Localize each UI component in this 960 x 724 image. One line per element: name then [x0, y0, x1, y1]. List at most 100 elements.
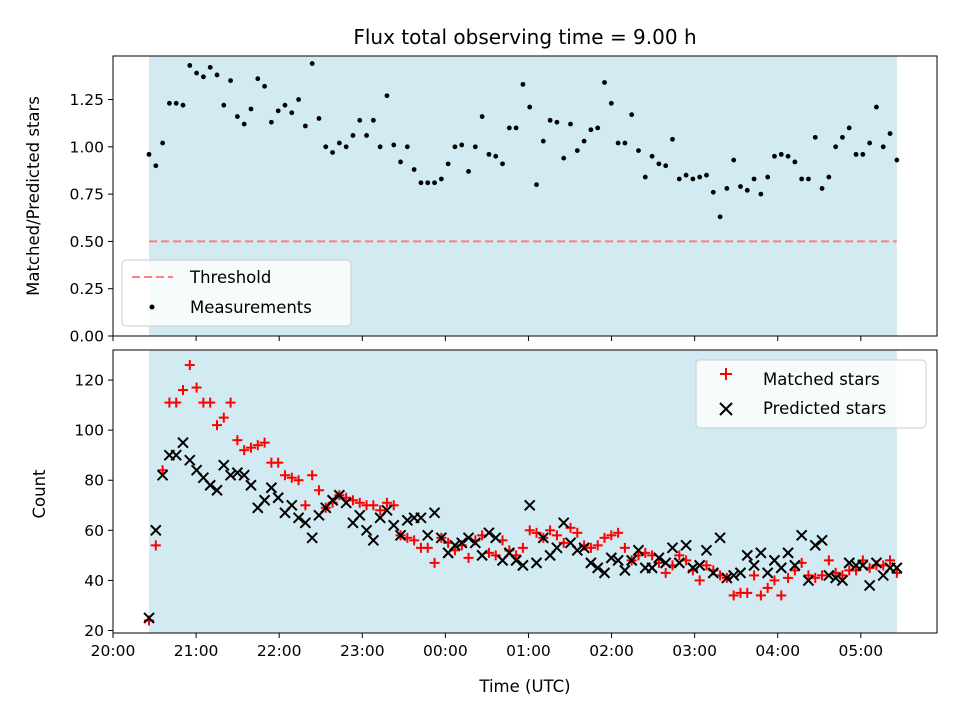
- predicted-star-marker: [816, 534, 828, 547]
- matched-star-marker: [545, 525, 556, 536]
- matched-star-marker: [252, 440, 263, 451]
- x-axis-label: Time (UTC): [478, 677, 570, 696]
- matched-star-marker: [674, 550, 685, 561]
- measurement-point: [520, 81, 526, 87]
- matched-star-marker: [789, 565, 800, 576]
- y-tick-label: 0.75: [69, 186, 104, 204]
- x-tick-label: 01:00: [506, 642, 551, 660]
- measurement-point: [540, 138, 546, 144]
- measurement-point: [595, 125, 601, 131]
- measurement-point: [513, 125, 519, 131]
- predicted-star-marker: [415, 512, 427, 524]
- measurement-point: [194, 70, 199, 76]
- predicted-star-marker: [571, 544, 584, 557]
- predicted-star-marker: [354, 509, 366, 521]
- predicted-star-marker: [734, 567, 747, 579]
- matched-star-marker: [762, 582, 773, 593]
- measurement-point: [370, 117, 376, 123]
- measurement-point: [534, 182, 539, 188]
- predicted-star-marker: [367, 534, 380, 547]
- x-tick-label: 02:00: [589, 642, 634, 660]
- measurement-point: [255, 76, 261, 82]
- matched-star-marker: [388, 500, 399, 511]
- measurement-point: [506, 125, 512, 131]
- measurement-point: [180, 102, 186, 108]
- matched-star-marker: [273, 457, 284, 468]
- y-tick-label: 20: [84, 622, 104, 640]
- measurement-point: [758, 191, 764, 197]
- matched-star-marker: [558, 537, 569, 548]
- matched-star-marker: [429, 557, 440, 568]
- matched-star-marker: [606, 530, 617, 541]
- measurement-point: [234, 114, 240, 119]
- predicted-star-marker: [258, 494, 271, 506]
- matched-star-marker: [490, 550, 501, 561]
- predicted-star-marker: [891, 562, 903, 574]
- x-tick-label: 03:00: [672, 642, 717, 660]
- predicted-star-marker: [510, 554, 522, 567]
- ratio-legend-box: [121, 259, 352, 327]
- measurement-point: [527, 104, 533, 110]
- predicted-star-marker: [422, 529, 434, 542]
- measurement-point: [432, 180, 437, 186]
- measurement-point: [500, 161, 505, 167]
- measurement-point: [710, 189, 716, 195]
- measurement-point: [384, 93, 390, 99]
- measurement-point: [268, 119, 274, 125]
- measurement-point: [153, 163, 159, 169]
- matched-star-marker: [742, 587, 753, 598]
- y-tick-label: 40: [84, 572, 104, 590]
- predicted-star-marker: [490, 532, 502, 544]
- predicted-star-marker: [401, 514, 414, 527]
- predicted-star-marker: [143, 612, 155, 624]
- matched-star-marker: [245, 442, 256, 453]
- measurement-point: [806, 176, 811, 182]
- measurement-point: [602, 80, 607, 85]
- measurement-point: [200, 74, 206, 80]
- matched-star-marker: [422, 542, 433, 553]
- matched-star-marker: [307, 470, 318, 481]
- matched-star-marker: [619, 542, 630, 553]
- matched-star-marker: [259, 437, 270, 448]
- matched-star-marker: [279, 470, 290, 481]
- predicted-star-marker: [802, 574, 815, 587]
- measurement-point: [547, 117, 553, 123]
- predicted-star-marker: [721, 572, 733, 584]
- measurement-point: [785, 153, 791, 159]
- matched-star-marker: [205, 397, 216, 408]
- predicted-star-marker: [646, 562, 658, 574]
- predicted-star-marker: [707, 567, 719, 579]
- measurement-point: [486, 151, 492, 157]
- predicted-star-marker: [659, 557, 672, 569]
- predicted-star-marker: [755, 547, 767, 559]
- predicted-star-marker: [306, 532, 318, 544]
- ratio-y-ticks: 0.00 0.25 0.50 0.75 1.00 1.25: [69, 91, 113, 346]
- measurement-point: [493, 153, 499, 159]
- x-tick-label: 21:00: [174, 642, 219, 660]
- measurement-point: [398, 159, 403, 165]
- measurement-point: [887, 131, 893, 136]
- measurement-point: [608, 100, 614, 106]
- measurement-point: [309, 61, 315, 66]
- predicted-star-marker: [693, 559, 706, 572]
- predicted-star-marker: [245, 479, 257, 491]
- count-y-ticks: 20 40 60 80 100 120: [74, 372, 113, 640]
- matched-star-marker: [232, 435, 243, 446]
- measurement-point: [302, 123, 308, 129]
- measurement-point: [343, 144, 349, 150]
- measurement-point: [636, 148, 641, 153]
- measurement-point: [561, 155, 567, 161]
- measurement-point: [772, 153, 777, 159]
- measurement-point: [574, 148, 580, 153]
- predicted-star-marker: [204, 479, 216, 491]
- legend-predicted-swatch: [719, 402, 733, 416]
- measurement-point: [765, 174, 771, 180]
- predicted-star-marker: [585, 557, 597, 569]
- predicted-star-marker: [238, 469, 250, 481]
- matched-star-marker: [769, 575, 780, 586]
- measurement-point: [812, 134, 818, 140]
- matched-star-marker: [517, 542, 528, 553]
- predicted-star-marker: [462, 532, 475, 544]
- predicted-star-marker: [265, 482, 278, 494]
- matched-star-marker: [755, 590, 766, 601]
